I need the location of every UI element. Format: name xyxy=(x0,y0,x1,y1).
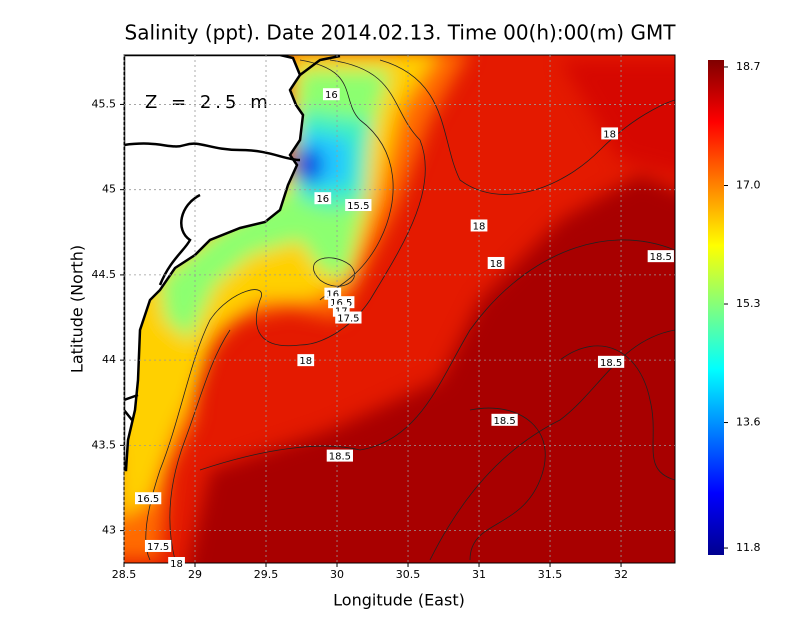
y-tick-label: 44 xyxy=(102,353,116,366)
contour-label: 18.5 xyxy=(329,452,351,463)
contour-label: 16.5 xyxy=(137,494,159,505)
y-tick-label: 44.5 xyxy=(92,268,117,281)
colorbar-tick-label: 11.8 xyxy=(736,541,761,554)
contour-label: 18 xyxy=(473,221,486,232)
contour-label: 18 xyxy=(490,259,503,270)
contour-label-box xyxy=(144,539,172,552)
x-tick-label: 29.5 xyxy=(254,568,279,581)
x-axis-label: Longitude (East) xyxy=(333,591,465,610)
contour-label-box xyxy=(322,88,340,101)
contour-label: 18.5 xyxy=(600,358,622,369)
contour-label-box xyxy=(345,199,372,212)
contour-label: 16 xyxy=(325,90,338,101)
contour-label: 18 xyxy=(170,559,183,570)
contour-label-box xyxy=(335,311,362,324)
colorbar-tick-label: 15.3 xyxy=(736,297,761,310)
x-tick-label: 32 xyxy=(614,568,628,581)
plot-frame xyxy=(123,54,676,564)
chart-title: Salinity (ppt). Date 2014.02.13. Time 00… xyxy=(125,21,677,45)
contour-label-box xyxy=(601,127,619,140)
contour-label-box xyxy=(597,355,625,368)
contour-label: 18.5 xyxy=(493,416,515,427)
x-tick-label: 31.5 xyxy=(538,568,563,581)
colorbar-tick-label: 17.0 xyxy=(736,178,761,191)
y-axis-label: Latitude (North) xyxy=(68,245,87,373)
x-tick-label: 30 xyxy=(330,568,344,581)
contour-label: 15.5 xyxy=(347,201,369,212)
colorbar-tick-label: 18.7 xyxy=(736,60,761,73)
contour-label-box xyxy=(135,492,162,505)
contour-label: 16 xyxy=(326,290,339,301)
x-tick-label: 28.5 xyxy=(112,568,137,581)
contour-label-box xyxy=(297,354,315,367)
contour-label: 18 xyxy=(603,129,616,140)
contour-label-box xyxy=(314,192,332,205)
contour-label-box xyxy=(168,557,185,569)
contour-label-box xyxy=(470,219,488,232)
contour-label-box xyxy=(647,250,674,263)
colorbar-tick-label: 13.6 xyxy=(736,416,761,429)
colorbar xyxy=(708,60,724,555)
contour-label: 16 xyxy=(316,194,329,205)
y-tick-label: 43.5 xyxy=(92,438,117,451)
contour-label: 18.5 xyxy=(650,252,672,263)
x-tick-label: 31 xyxy=(472,568,486,581)
contour-label-box xyxy=(326,449,353,462)
contour-label: 17.5 xyxy=(337,314,359,325)
contour-label-box xyxy=(487,256,505,269)
x-tick-label: 29 xyxy=(188,568,202,581)
x-tick-label: 30.5 xyxy=(396,568,421,581)
y-tick-label: 45 xyxy=(102,183,116,196)
y-tick-label: 45.5 xyxy=(92,97,117,110)
field xyxy=(124,55,675,563)
contour-label: 17.5 xyxy=(147,542,169,553)
contour-label: 16.5 xyxy=(330,298,352,309)
contour-label: 18 xyxy=(299,356,312,367)
depth-annotation: Z = 2.5 m xyxy=(145,92,272,113)
contour-label-box xyxy=(491,413,518,426)
y-tick-label: 43 xyxy=(102,524,116,537)
